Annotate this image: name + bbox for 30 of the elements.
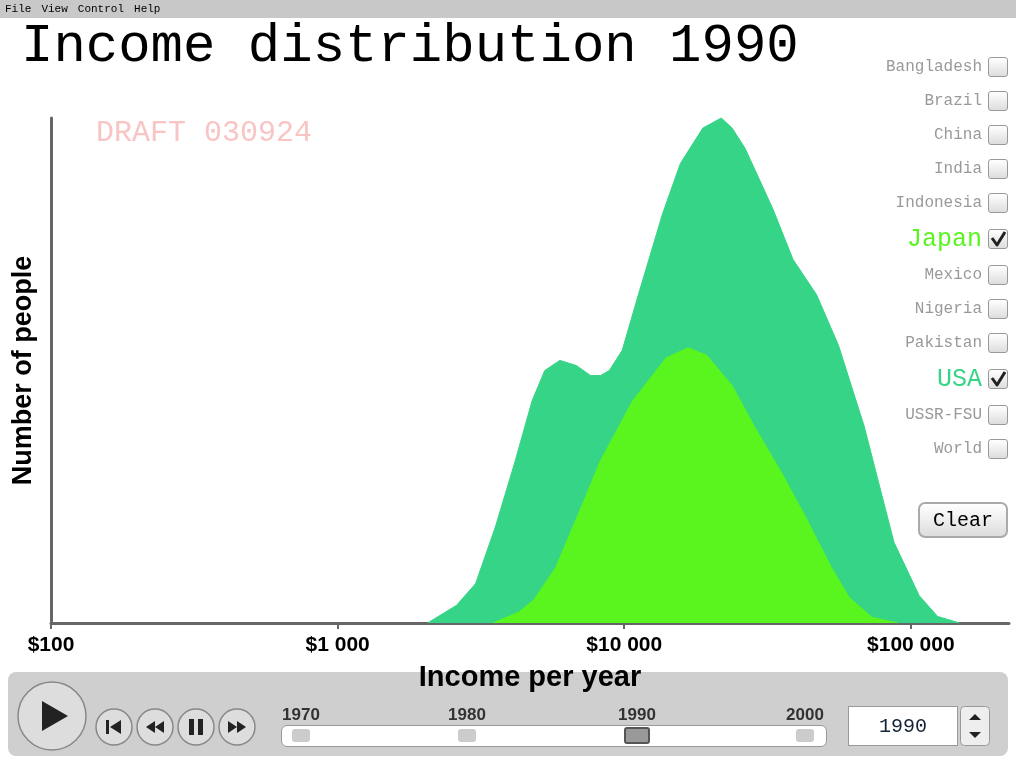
legend-label: USA [936,364,982,394]
text: Control [77,3,125,15]
annotation: Mexico [924,266,982,284]
text: Bangladesh [885,58,982,76]
y-axis-title: Number of people [6,255,37,486]
legend-label: Japan [906,224,982,254]
clear-button: Clear [918,502,1008,538]
year-field: 1990 [848,706,958,746]
x-tick-label: $1 000 [305,632,370,655]
chart-title: Income distribution 1990 [21,15,799,77]
x-tick-label: $100 000 [867,632,955,655]
text: View [41,3,68,15]
annotation: USSR-FSU [905,406,982,424]
text: 2000 [785,705,825,725]
text: 1980 [447,705,487,725]
text: 1970 [281,705,321,725]
annotation: Pakistan [905,334,982,352]
annotation: Indonesia [895,194,982,212]
annotation: DRAFT 030924 [96,116,313,150]
annotation: World [933,440,982,458]
text: File [5,3,32,15]
x-tick-label: $100 [27,632,75,655]
annotation: Nigeria [914,300,982,318]
x-axis-title: Income per year [418,659,642,692]
text: Brazil [924,92,982,110]
annotation: China [933,126,982,144]
annotation: India [933,160,982,178]
text: 1990 [617,705,657,725]
x-tick-label: $10 000 [586,632,663,655]
text: Help [134,3,161,15]
